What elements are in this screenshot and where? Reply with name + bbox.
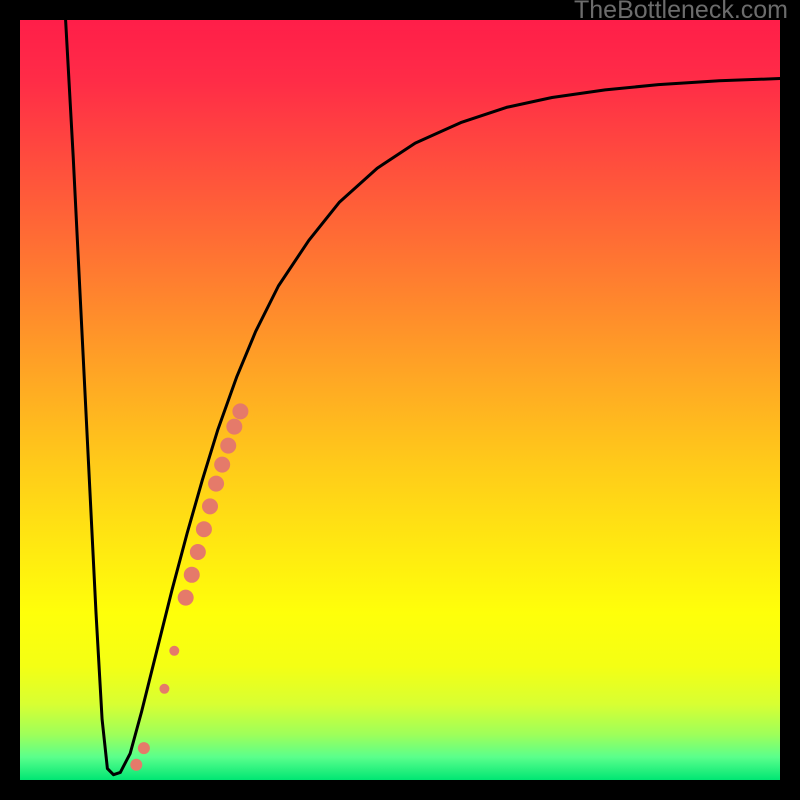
- marker-point: [130, 759, 142, 771]
- marker-point: [202, 498, 218, 514]
- marker-point: [226, 419, 242, 435]
- marker-point: [208, 476, 224, 492]
- chart-container: TheBottleneck.com: [0, 0, 800, 800]
- plot-area: [20, 20, 780, 780]
- marker-group: [130, 403, 248, 770]
- marker-point: [214, 457, 230, 473]
- marker-point: [169, 646, 179, 656]
- marker-point: [159, 684, 169, 694]
- marker-point: [232, 403, 248, 419]
- marker-point: [178, 590, 194, 606]
- bottleneck-curve: [66, 20, 780, 775]
- branding-label: TheBottleneck.com: [574, 0, 788, 25]
- marker-point: [196, 521, 212, 537]
- marker-point: [190, 544, 206, 560]
- curve-layer: [20, 20, 780, 780]
- marker-point: [138, 742, 150, 754]
- marker-point: [184, 567, 200, 583]
- marker-point: [220, 438, 236, 454]
